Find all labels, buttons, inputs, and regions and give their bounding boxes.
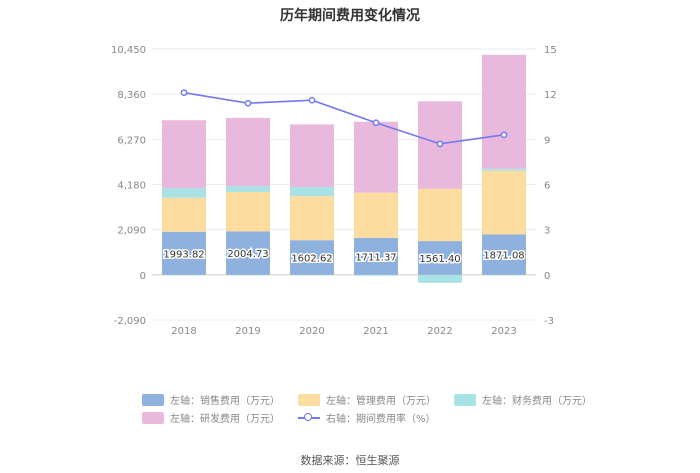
x-tick-label: 2021 bbox=[363, 326, 388, 337]
bar-segment bbox=[354, 274, 398, 276]
legend-item-rd[interactable]: 左轴：研发费用（万元） bbox=[142, 410, 280, 425]
y-right-tick-label: 9 bbox=[544, 135, 550, 146]
data-label: 2004.73 bbox=[227, 249, 268, 260]
bar-segment bbox=[226, 191, 270, 232]
y-right-tick-label: 12 bbox=[544, 90, 557, 101]
legend-item-finance[interactable]: 左轴：财务费用（万元） bbox=[454, 392, 592, 407]
legend-label-sales: 左轴：销售费用（万元） bbox=[170, 396, 280, 407]
legend-item-rate[interactable]: 右轴：期间费用率（%） bbox=[298, 410, 436, 425]
bar-segment bbox=[162, 231, 206, 275]
legend-label-finance: 左轴：财务费用（万元） bbox=[482, 396, 592, 407]
y-left-tick-label: 8,360 bbox=[117, 90, 146, 101]
data-source: 数据来源：恒生聚源 bbox=[300, 454, 400, 467]
y-left-tick-label: 10,450 bbox=[111, 45, 146, 56]
y-left-tick-label: 6,270 bbox=[117, 135, 146, 146]
rate-point bbox=[436, 140, 444, 148]
y-right-tick-label: 15 bbox=[544, 45, 557, 56]
bar-segment bbox=[226, 231, 270, 275]
bar-segment bbox=[290, 187, 334, 197]
y-right-tick-label: 0 bbox=[544, 271, 550, 282]
bar-segment bbox=[354, 192, 398, 238]
bar-segment bbox=[418, 241, 462, 275]
y-left-tick-label: 4,180 bbox=[117, 181, 146, 192]
bar-segment bbox=[354, 237, 398, 275]
bar-segment bbox=[482, 54, 526, 169]
y-left-tick-label: 2,090 bbox=[117, 226, 146, 237]
data-label: 1871.08 bbox=[483, 251, 524, 262]
legend-label-rd: 左轴：研发费用（万元） bbox=[170, 414, 280, 425]
bar-segment bbox=[482, 234, 526, 275]
x-tick-label: 2018 bbox=[171, 326, 196, 337]
data-label: 1711.37 bbox=[355, 252, 396, 263]
data-label: 1561.40 bbox=[419, 254, 460, 265]
y-right-tick-label: 3 bbox=[544, 226, 550, 237]
bar-segment bbox=[354, 121, 398, 193]
bar-segment bbox=[162, 120, 206, 189]
bar-segment bbox=[482, 168, 526, 171]
x-tick-label: 2019 bbox=[235, 326, 260, 337]
rate-point bbox=[308, 96, 316, 104]
rate-point bbox=[500, 131, 508, 139]
data-label: 1602.62 bbox=[291, 254, 332, 265]
legend-item-sales[interactable]: 左轴：销售费用（万元） bbox=[142, 392, 280, 407]
y-left-tick-label: 0 bbox=[140, 271, 146, 282]
bar-segment bbox=[162, 197, 206, 232]
legend-label-rate: 右轴：期间费用率（%） bbox=[326, 414, 436, 425]
legend-swatch-rate bbox=[298, 412, 320, 424]
y-left-tick-label: -2,090 bbox=[114, 316, 146, 327]
y-right-tick-label: 6 bbox=[544, 181, 550, 192]
bar-segment bbox=[290, 124, 334, 188]
chart-title: 历年期间费用变化情况 bbox=[280, 8, 420, 24]
legend-swatch-finance bbox=[454, 393, 476, 406]
rate-line bbox=[183, 91, 505, 145]
bar-segment bbox=[290, 240, 334, 275]
bar-segment bbox=[290, 196, 334, 241]
rate-point bbox=[180, 89, 188, 97]
rate-point bbox=[244, 99, 252, 107]
legend-item-admin[interactable]: 左轴：管理费用（万元） bbox=[298, 392, 436, 407]
data-label: 1993.82 bbox=[163, 249, 204, 260]
x-tick-label: 2023 bbox=[491, 326, 516, 337]
x-tick-label: 2022 bbox=[427, 326, 452, 337]
bar-segment bbox=[418, 274, 462, 283]
legend-swatch-admin bbox=[298, 393, 320, 406]
bar-segment bbox=[162, 188, 206, 198]
legend-swatch-rd bbox=[142, 411, 164, 424]
bar-segment bbox=[226, 186, 270, 192]
bar-segment bbox=[418, 188, 462, 242]
bar-segment bbox=[482, 170, 526, 235]
chart-canvas: 10,450 8,360 6,270 4,180 2,090 0 -2,090 15 12 9 6 3… bbox=[111, 45, 557, 337]
y-right-tick-label: -3 bbox=[544, 316, 554, 327]
x-tick-label: 2020 bbox=[299, 326, 324, 337]
legend-swatch-sales bbox=[142, 393, 164, 406]
legend-label-admin: 左轴：管理费用（万元） bbox=[326, 396, 436, 407]
rate-point bbox=[372, 119, 380, 127]
bar-segment bbox=[226, 117, 270, 187]
